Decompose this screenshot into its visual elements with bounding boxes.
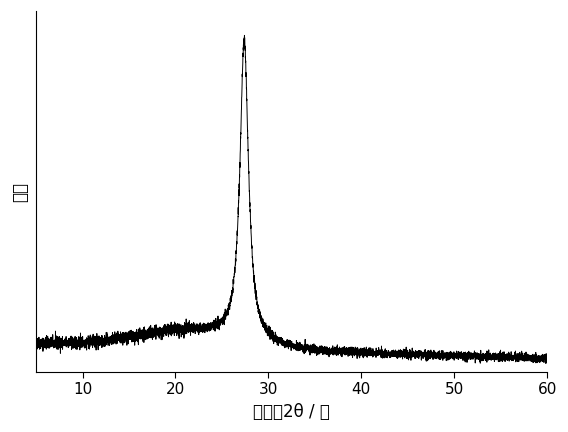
X-axis label: 衍射角2θ / 度: 衍射角2θ / 度 bbox=[253, 403, 330, 421]
Y-axis label: 强度: 强度 bbox=[11, 181, 29, 201]
